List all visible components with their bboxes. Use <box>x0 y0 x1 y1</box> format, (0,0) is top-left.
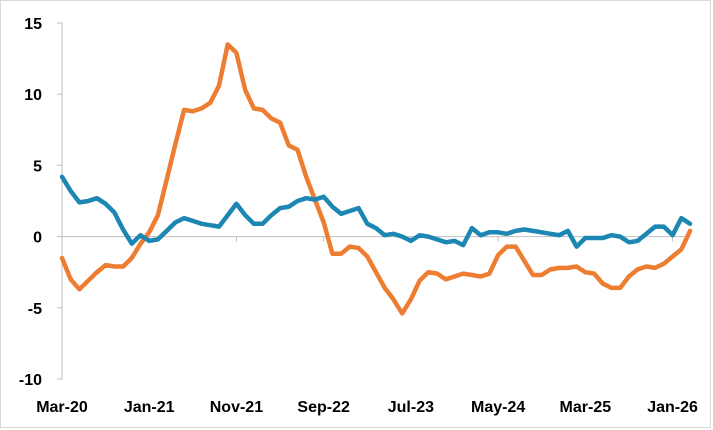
x-axis: Mar-20 Jan-21 Nov-21 Sep-22 Jul-23 May-24 Mar-… <box>36 236 698 416</box>
series-line-2 <box>59 174 693 249</box>
y-tick-label: -10 <box>19 372 42 389</box>
x-tick-label: Mar-25 <box>560 399 612 416</box>
y-tick-label: 0 <box>33 230 42 247</box>
x-tick-label: Mar-20 <box>36 399 88 416</box>
series-layer <box>59 42 693 316</box>
y-tick-label: 5 <box>33 158 42 175</box>
x-tick-label: Jan-21 <box>124 399 175 416</box>
x-tick-label: May-24 <box>471 399 525 416</box>
x-tick-label: Sep-22 <box>297 399 350 416</box>
y-tick-label: -5 <box>28 301 42 318</box>
x-tick-label: Jul-23 <box>388 399 434 416</box>
x-tick-label: Nov-21 <box>210 399 263 416</box>
y-axis: 15 10 5 0 -5 -10 <box>19 16 63 389</box>
y-tick-label: 10 <box>24 87 42 104</box>
series-line-1 <box>59 42 693 316</box>
y-tick-label: 15 <box>24 16 42 33</box>
x-tick-label: Jan-26 <box>647 399 698 416</box>
